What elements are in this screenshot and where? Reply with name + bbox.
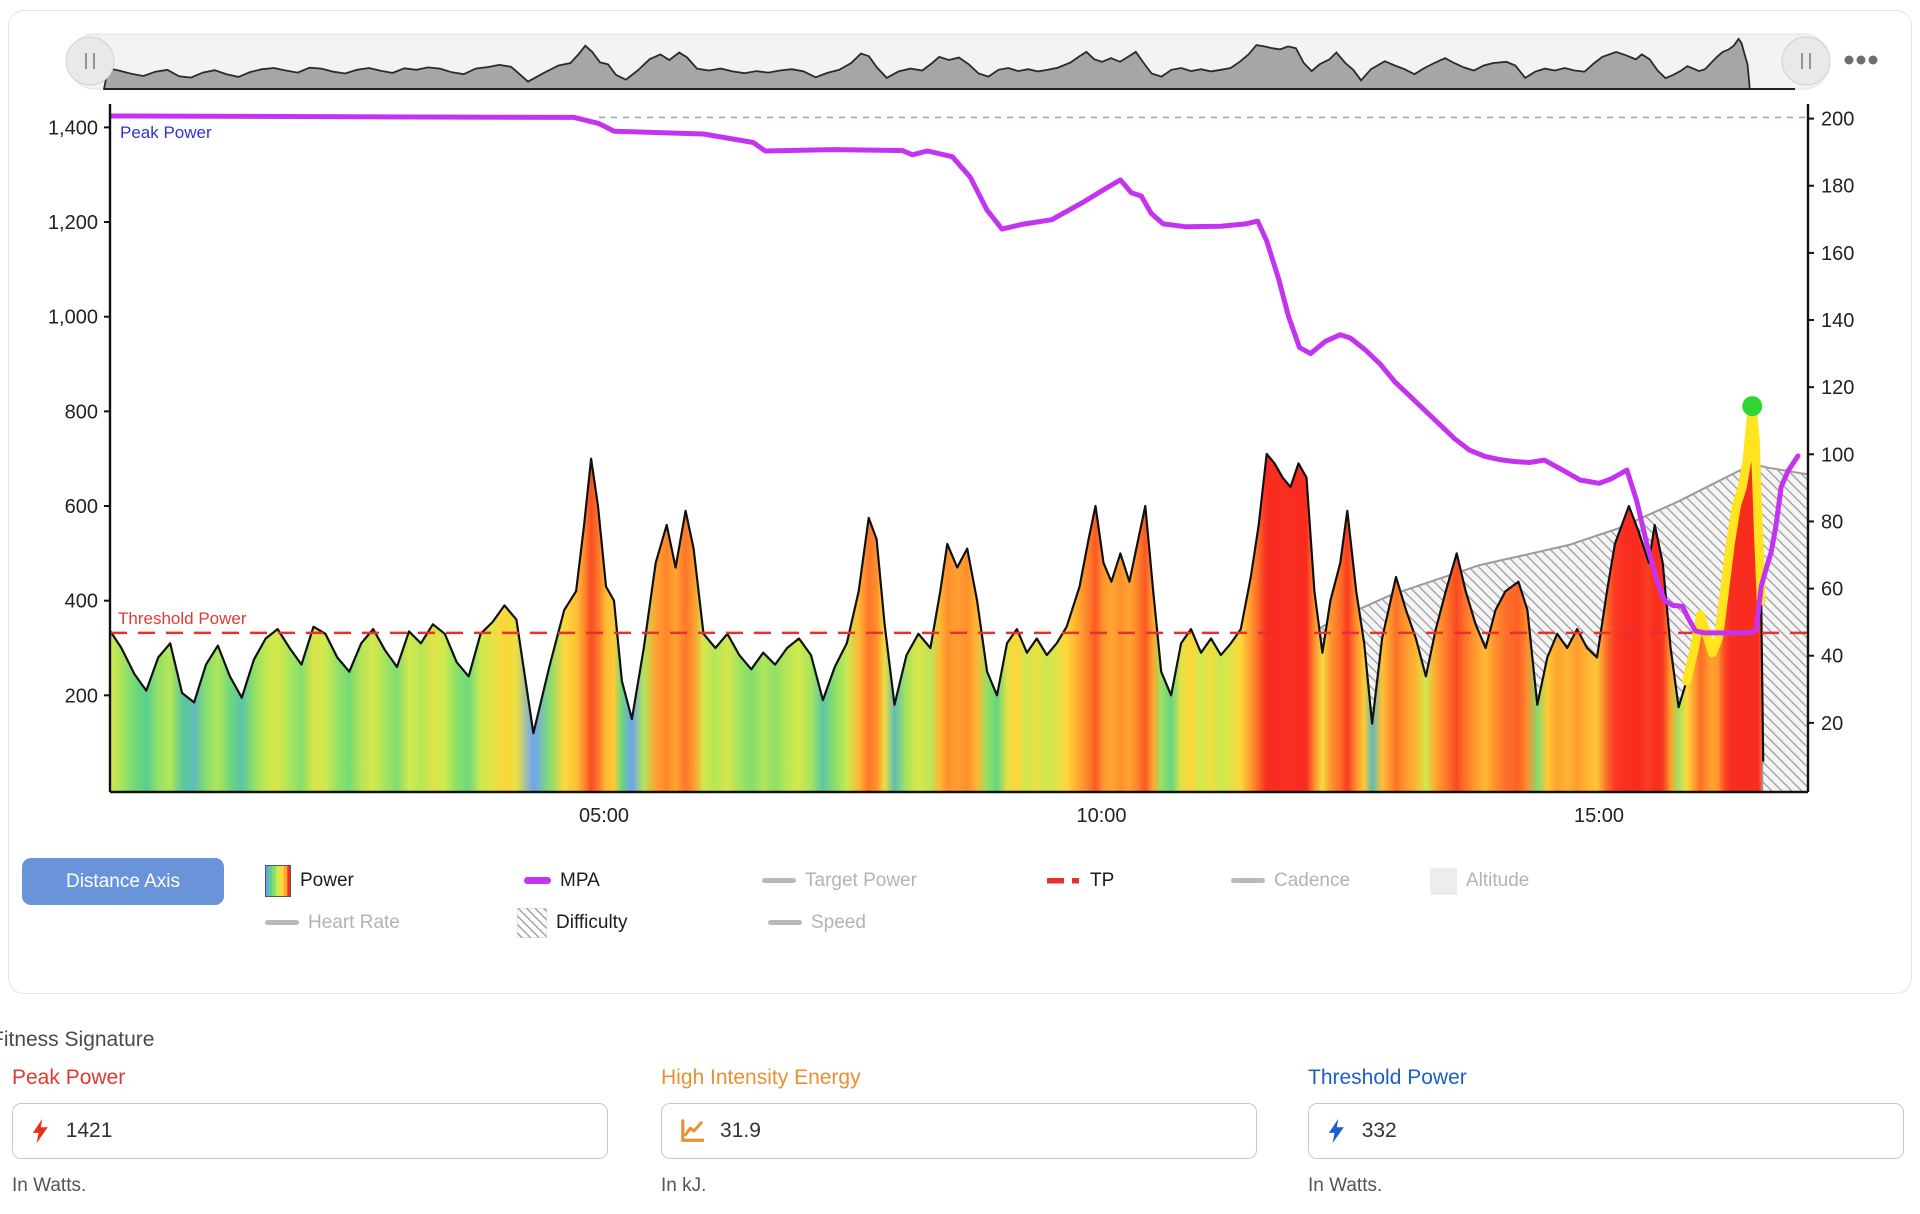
peak-power-label: Peak Power xyxy=(12,1066,126,1089)
peak-power-unit: In Watts. xyxy=(12,1175,87,1196)
y-left-tick-label: 800 xyxy=(65,401,98,423)
line-swatch-icon xyxy=(762,878,796,883)
y-left-tick-label: 200 xyxy=(65,685,98,707)
drag-handle-icon[interactable] xyxy=(65,36,115,86)
y-right-tick-label: 120 xyxy=(1821,377,1854,399)
threshold-power-annotation: Threshold Power xyxy=(118,609,247,628)
x-tick-label: 10:00 xyxy=(1076,805,1126,827)
legend-item-power[interactable]: Power xyxy=(265,864,354,898)
peak-power-input[interactable] xyxy=(63,1118,589,1144)
legend-label: MPA xyxy=(560,870,600,891)
legend-item-mpa[interactable]: MPA xyxy=(524,864,600,898)
y-right-tick-label: 140 xyxy=(1821,310,1854,332)
line-swatch-icon xyxy=(265,920,299,925)
mpa-swatch-icon xyxy=(524,877,551,884)
y-left-tick-label: 400 xyxy=(65,591,98,613)
more-options-button[interactable] xyxy=(1844,55,1878,65)
high-intensity-energy-label: High Intensity Energy xyxy=(661,1066,861,1089)
legend-item-speed[interactable]: Speed xyxy=(768,906,866,940)
power-swatch-icon xyxy=(265,865,291,897)
power-chart: 200 400 600 800 1,000 1,200 1,400 20 40 60 80 100 12… xyxy=(48,33,1878,827)
drag-handle-icon[interactable] xyxy=(1781,36,1831,86)
y-left-tick-label: 600 xyxy=(65,496,98,518)
legend-label: Difficulty xyxy=(556,912,628,933)
fitness-field-peak-power: Peak Power In Watts. xyxy=(12,1066,608,1197)
power-series-area xyxy=(110,406,1764,792)
navigator-series xyxy=(102,37,1751,90)
x-tick-label: 05:00 xyxy=(579,805,629,827)
threshold-power-input[interactable] xyxy=(1359,1118,1885,1144)
y-right-tick-label: 200 xyxy=(1821,109,1854,131)
navigator-handle-right[interactable] xyxy=(1781,36,1831,86)
effort-highlight xyxy=(1682,402,1766,686)
mpa-line xyxy=(110,113,1801,636)
dots-menu-icon[interactable] xyxy=(1844,55,1854,65)
fitness-field-threshold-power: Threshold Power In Watts. xyxy=(1308,1066,1904,1197)
y-left-tick-label: 1,200 xyxy=(48,212,98,234)
power-series-line xyxy=(110,405,1765,762)
legend-label: Speed xyxy=(811,912,866,933)
y-right-tick-label: 100 xyxy=(1821,444,1854,466)
fitness-field-high-intensity-energy: High Intensity Energy In kJ. xyxy=(661,1066,1257,1197)
legend-label: Heart Rate xyxy=(308,912,400,933)
dots-menu-icon[interactable] xyxy=(1856,55,1866,65)
tp-swatch-icon xyxy=(1047,878,1079,884)
line-swatch-icon xyxy=(1231,878,1265,883)
line-swatch-icon xyxy=(768,920,802,925)
legend-item-target-power[interactable]: Target Power xyxy=(762,864,917,898)
high-intensity-energy-input-box xyxy=(661,1103,1257,1159)
plot-area[interactable] xyxy=(110,113,1808,792)
peak-power-annotation: Peak Power xyxy=(120,123,212,142)
legend-label: Cadence xyxy=(1274,870,1351,891)
chart-line-icon xyxy=(681,1119,705,1142)
legend-item-difficulty[interactable]: Difficulty xyxy=(517,906,627,940)
y-right-tick-label: 160 xyxy=(1821,243,1854,265)
threshold-power-label: Threshold Power xyxy=(1308,1066,1467,1089)
bolt-icon xyxy=(32,1118,48,1144)
distance-axis-button[interactable]: Distance Axis xyxy=(22,858,224,905)
dots-menu-icon[interactable] xyxy=(1868,55,1878,65)
legend-item-cadence[interactable]: Cadence xyxy=(1231,864,1350,898)
legend-item-altitude[interactable]: Altitude xyxy=(1430,864,1529,898)
fitness-signature-title: Fitness Signature xyxy=(0,1028,155,1051)
legend-item-tp[interactable]: TP xyxy=(1047,864,1114,898)
legend-label: Target Power xyxy=(805,870,917,891)
legend-item-heart-rate[interactable]: Heart Rate xyxy=(265,906,400,940)
threshold-power-input-box xyxy=(1308,1103,1904,1159)
y-right-tick-label: 40 xyxy=(1821,646,1843,668)
legend-label: Power xyxy=(300,870,354,891)
y-right-tick-label: 60 xyxy=(1821,579,1843,601)
y-right-tick-label: 80 xyxy=(1821,511,1843,533)
high-intensity-energy-input[interactable] xyxy=(718,1118,1238,1144)
effort-marker xyxy=(1742,396,1763,417)
y-right-tick-label: 20 xyxy=(1821,713,1843,735)
bolt-icon xyxy=(1328,1118,1344,1144)
y-right-tick-label: 180 xyxy=(1821,176,1854,198)
high-intensity-energy-unit: In kJ. xyxy=(661,1175,707,1196)
y-left-tick-label: 1,400 xyxy=(48,117,98,139)
legend-label: Altitude xyxy=(1466,870,1530,891)
chart-card xyxy=(8,10,1912,994)
y-left-tick-label: 1,000 xyxy=(48,307,98,329)
threshold-power-unit: In Watts. xyxy=(1308,1175,1383,1196)
altitude-swatch-icon xyxy=(1430,867,1457,895)
legend-label: TP xyxy=(1090,870,1115,891)
navigator-handle-left[interactable] xyxy=(65,36,115,86)
x-tick-label: 15:00 xyxy=(1574,805,1624,827)
peak-power-input-box xyxy=(12,1103,608,1159)
difficulty-swatch-icon xyxy=(517,908,547,938)
